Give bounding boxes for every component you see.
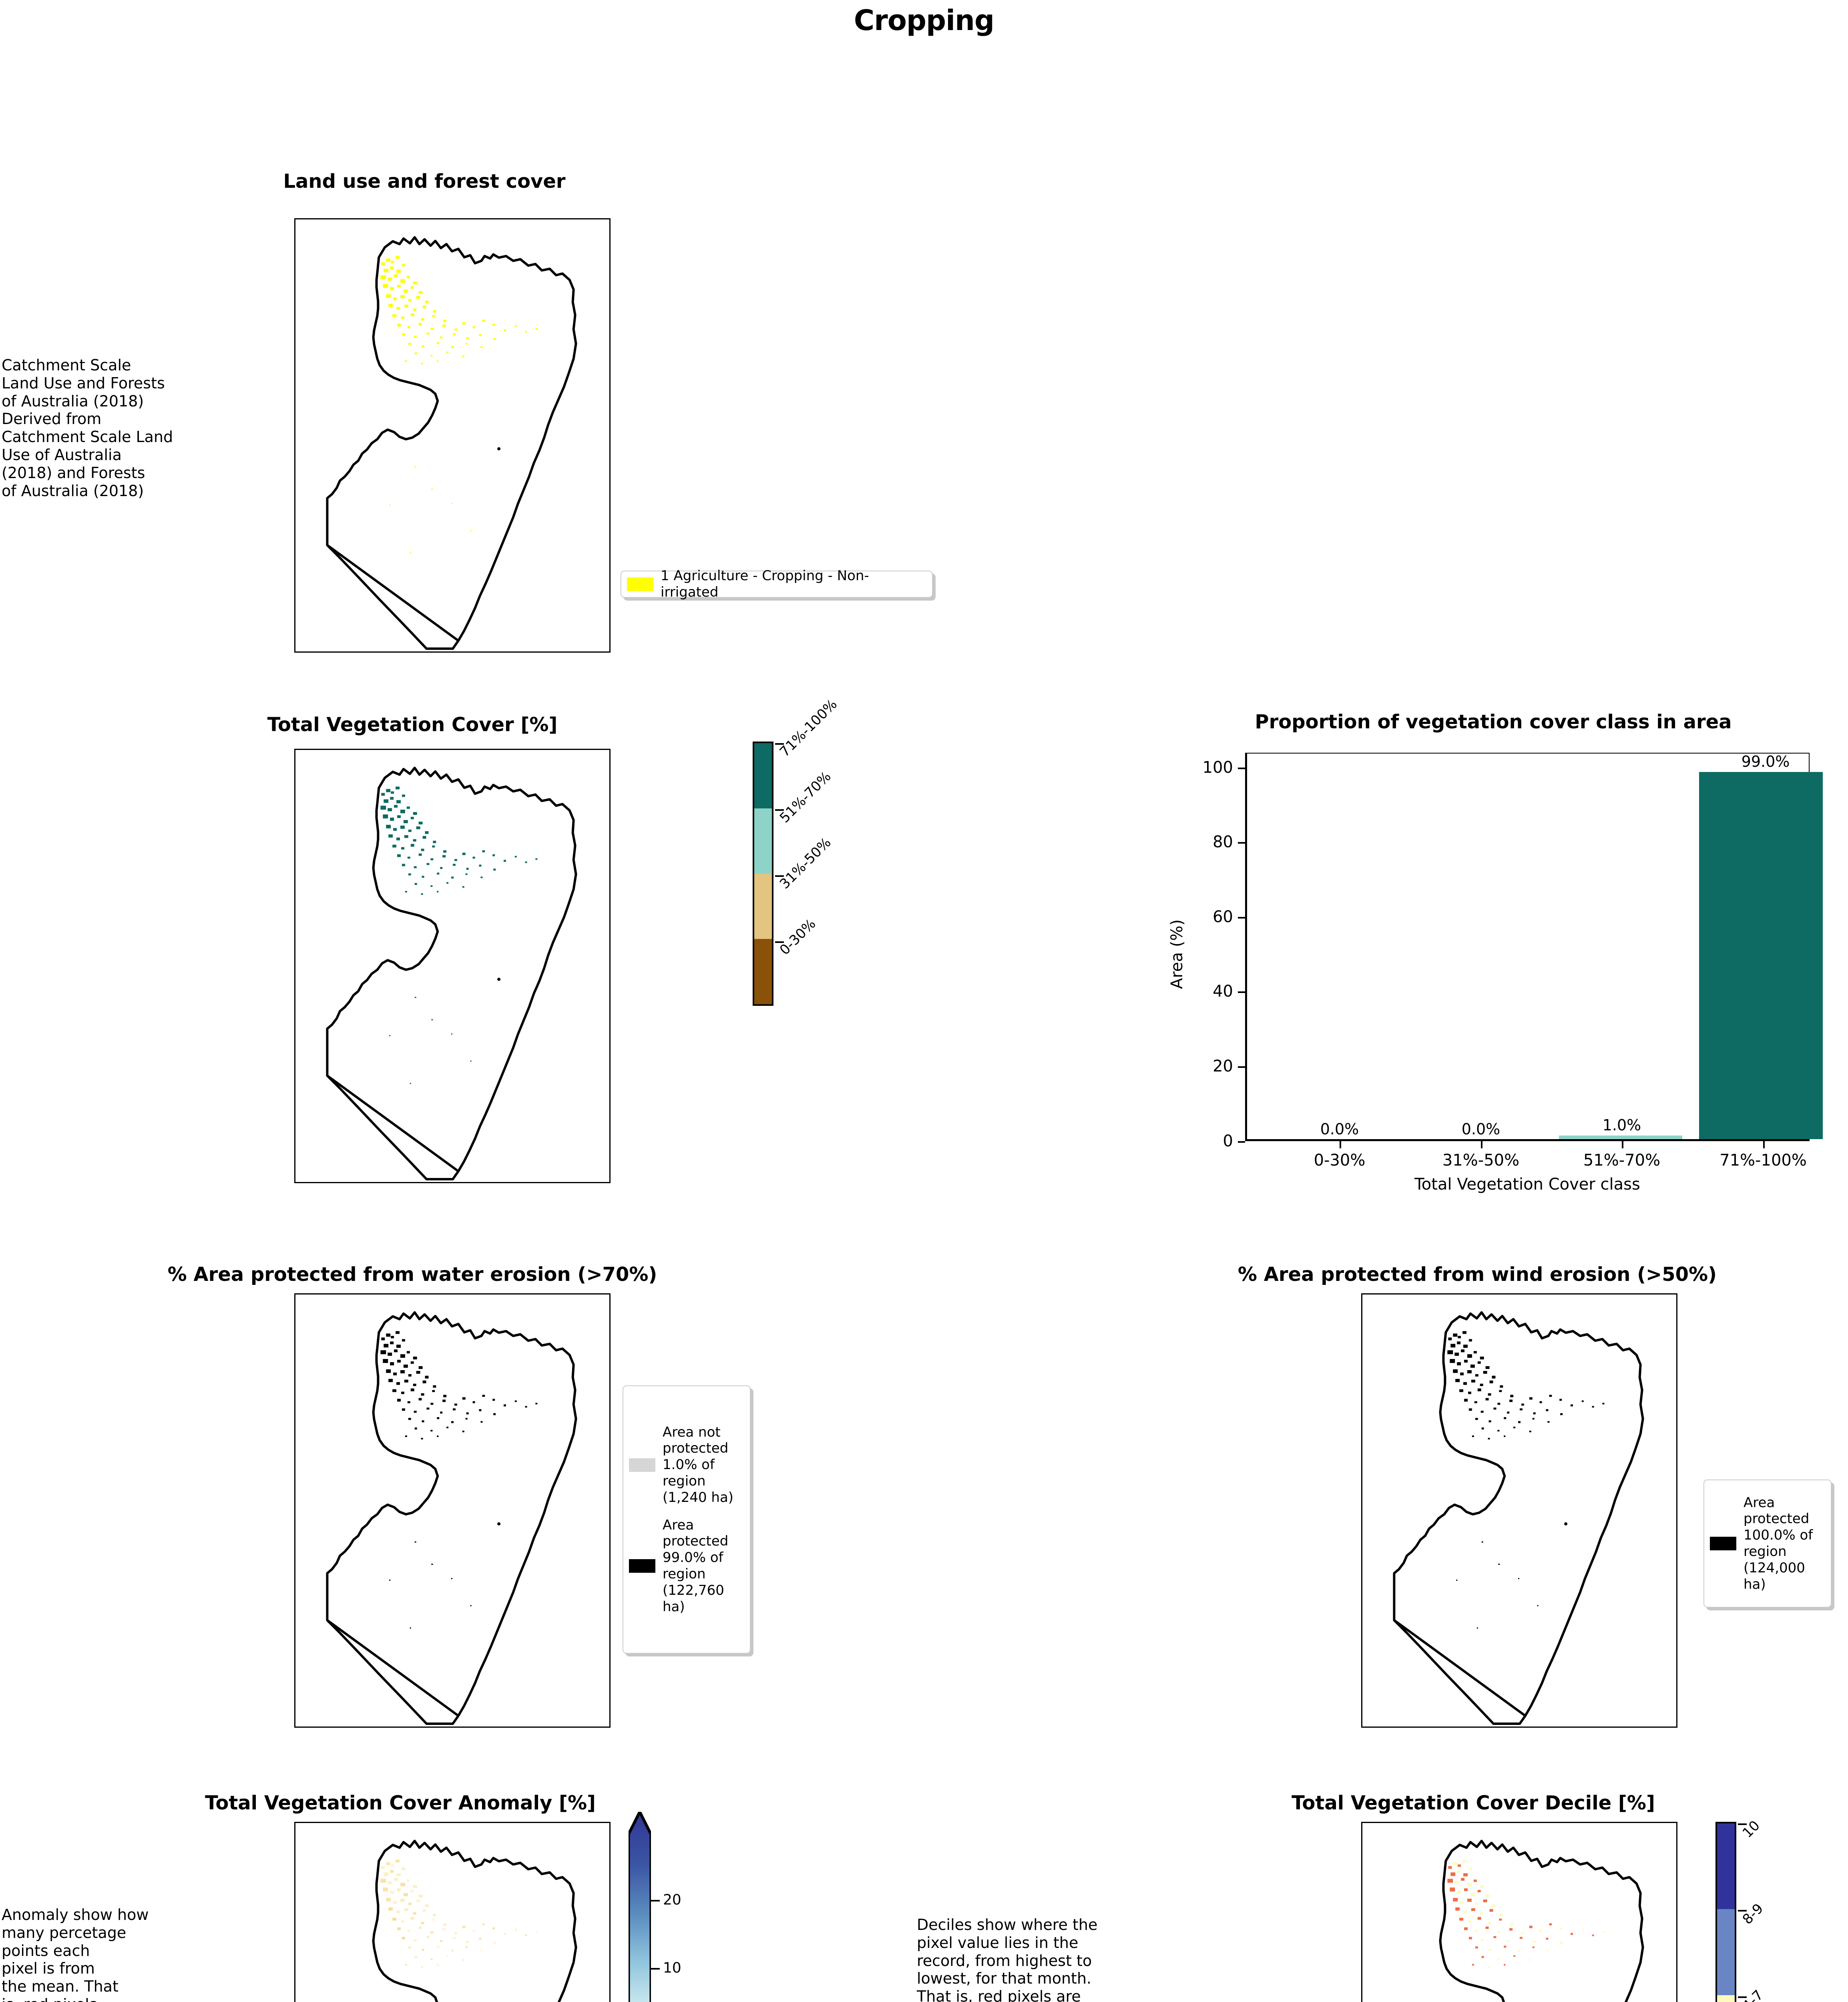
legend-label-wind-protected: Area protected 100.0% of region (124,000… <box>1744 1494 1813 1592</box>
legend-swatch-cropping <box>627 577 653 591</box>
y-tick-60: 60 <box>1213 908 1233 926</box>
water-erosion-map[interactable] <box>294 1293 611 1728</box>
legend-row-wind-protected: Area protected 100.0% of region (124,000… <box>1710 1495 1813 1593</box>
veg-cover-pixels <box>380 786 538 1084</box>
decile-label-10: 10 <box>1739 1817 1763 1841</box>
decile-map[interactable] <box>1361 1822 1677 2002</box>
decile-seg-4-7 <box>1717 1995 1735 2002</box>
legend-label-protected: Area protected 99.0% of region (122,760 … <box>663 1517 729 1615</box>
panel-erosion: % Area protected from water erosion (>70… <box>0 1249 1848 1778</box>
legend-row-protected: Area protected 99.0% of region (122,760 … <box>629 1517 728 1615</box>
land-use-legend[interactable]: 1 Agriculture - Cropping - Non-irrigated <box>621 568 933 600</box>
x-tick-71-100: 71%-100% <box>1719 1151 1807 1170</box>
total-veg-cover-colorbar[interactable]: 71%-100% 51%-70% 31%-50% 0-30% <box>753 696 840 1006</box>
decile-note: Deciles show where the pixel value lies … <box>917 1916 1098 2002</box>
bar-chart-x-axis-label: Total Vegetation Cover class <box>1414 1175 1640 1194</box>
anomaly-colorbar[interactable]: 20 10 0 −10 −20 <box>627 1809 681 2002</box>
anomaly-map[interactable] <box>294 1822 611 2002</box>
land-use-map-svg <box>326 236 577 650</box>
y-tick-0: 0 <box>1223 1132 1233 1150</box>
anomaly-colorbar-svg <box>627 1809 653 2002</box>
protected-pixels <box>380 1331 538 1629</box>
legend-label-cropping: 1 Agriculture - Cropping - Non-irrigated <box>661 568 869 600</box>
bar-label-0-30: 0.0% <box>1320 1120 1359 1138</box>
anomaly-tick-10: 10 <box>663 1960 681 1976</box>
cbar-seg-51-70 <box>754 808 772 874</box>
bar-chart-y-axis-label: Area (%) <box>1168 919 1186 989</box>
anomaly-title: Total Vegetation Cover Anomaly [%] <box>205 1792 596 1814</box>
legend-row-not-protected: Area not protected 1.0% of region (1,240… <box>629 1424 733 1506</box>
panel-anomaly-decile: Total Vegetation Cover Anomaly [%] Anoma… <box>0 1778 1848 2002</box>
cbar-label-31-50: 31%-50% <box>776 834 834 892</box>
bar-chart-title: Proportion of vegetation cover class in … <box>1255 711 1732 733</box>
x-tick-31-50: 31%-50% <box>1442 1151 1520 1170</box>
decile-title: Total Vegetation Cover Decile [%] <box>1292 1792 1655 1814</box>
bar-51-70[interactable] <box>1559 1135 1683 1139</box>
decile-colorbar[interactable]: 10 8-9 4-7 2-3 1 <box>1715 1817 1766 2002</box>
water-erosion-map-svg <box>326 1311 577 1725</box>
water-erosion-legend[interactable]: Area not protected 1.0% of region (1,240… <box>623 1385 751 1654</box>
legend-swatch-protected <box>629 1559 655 1573</box>
bar-71-100[interactable] <box>1699 772 1823 1139</box>
decile-seg-10 <box>1717 1823 1735 1910</box>
cbar-label-71-100: 71%-100% <box>776 696 840 760</box>
y-tick-20: 20 <box>1213 1057 1233 1075</box>
panel-land-use: Land use and forest cover Catchment Scal… <box>0 160 1848 673</box>
cbar-label-51-70: 51%-70% <box>776 768 834 826</box>
wind-erosion-legend[interactable]: Area protected 100.0% of region (124,000… <box>1703 1479 1832 1608</box>
page-title: Cropping <box>854 4 994 37</box>
legend-label-not-protected: Area not protected 1.0% of region (1,240… <box>663 1424 734 1506</box>
anomaly-tick-20: 20 <box>663 1891 681 1908</box>
anomaly-pixels <box>380 1859 538 1968</box>
y-tick-100: 100 <box>1202 758 1233 777</box>
cbar-seg-31-50 <box>754 874 772 939</box>
cbar-seg-71-100 <box>754 743 772 808</box>
wind-protected-pixels <box>1447 1331 1605 1629</box>
y-tick-80: 80 <box>1213 833 1233 851</box>
decile-label-4-7: 4-7 <box>1739 1987 1767 2002</box>
decile-seg-8-9 <box>1717 1909 1735 1995</box>
legend-swatch-not-protected <box>629 1458 655 1472</box>
bar-chart-plot-area <box>1245 753 1823 1141</box>
bar-label-51-70: 1.0% <box>1602 1116 1641 1134</box>
total-veg-cover-map-svg <box>326 766 577 1181</box>
anomaly-map-svg <box>372 1839 577 2002</box>
legend-swatch-wind-protected <box>1710 1537 1736 1550</box>
bar-label-71-100: 99.0% <box>1741 753 1790 770</box>
x-tick-51-70: 51%-70% <box>1583 1151 1661 1170</box>
wind-erosion-map[interactable] <box>1361 1293 1677 1728</box>
cbar-seg-0-30 <box>754 939 772 1004</box>
bar-label-31-50: 0.0% <box>1461 1120 1500 1138</box>
total-veg-cover-title: Total Vegetation Cover [%] <box>267 714 558 736</box>
water-erosion-title: % Area protected from water erosion (>70… <box>167 1263 657 1286</box>
cropping-pixels <box>380 256 538 554</box>
land-use-map[interactable] <box>294 218 611 653</box>
panel-total-veg-cover: Total Vegetation Cover [%] <box>0 696 1848 1229</box>
land-use-title: Land use and forest cover <box>283 170 566 193</box>
wind-erosion-title: % Area protected from wind erosion (>50%… <box>1237 1263 1717 1286</box>
total-veg-cover-map[interactable] <box>294 749 611 1183</box>
cbar-label-0-30: 0-30% <box>776 916 819 959</box>
veg-cover-bar-chart[interactable]: Proportion of vegetation cover class in … <box>1153 709 1834 1194</box>
decile-pixels <box>1447 1859 1605 1968</box>
anomaly-note: Anomaly show how many percetage points e… <box>2 1906 149 2002</box>
land-use-source-note: Catchment Scale Land Use and Forests of … <box>2 356 173 500</box>
decile-map-svg <box>1439 1839 1644 2002</box>
y-tick-40: 40 <box>1213 982 1233 1001</box>
wind-erosion-map-svg <box>1393 1311 1644 1725</box>
decile-label-8-9: 8-9 <box>1739 1900 1767 1928</box>
x-tick-0-30: 0-30% <box>1314 1151 1366 1170</box>
